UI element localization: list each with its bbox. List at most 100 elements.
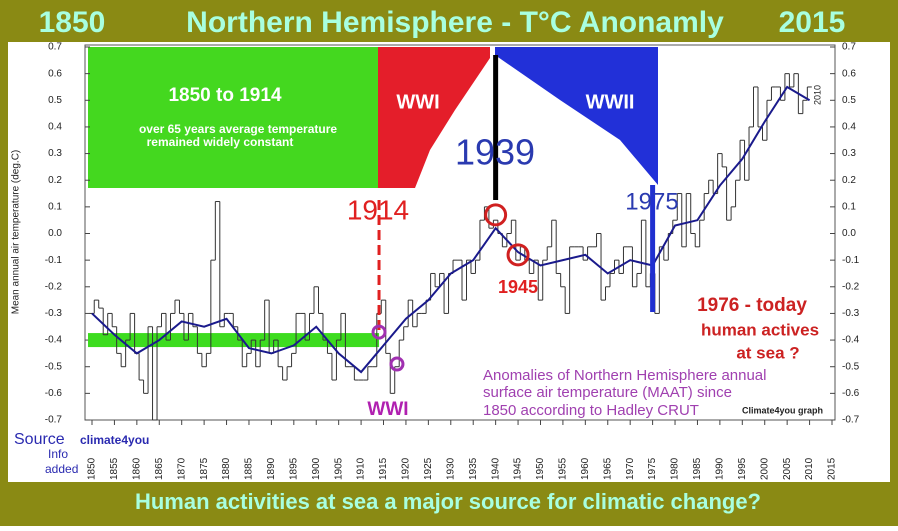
- x-tick-label: 1920: [401, 457, 412, 480]
- x-tick-label: 1975: [647, 457, 658, 480]
- annotation: 1975: [625, 188, 678, 215]
- y-tick-label: -0.4: [842, 335, 860, 346]
- smoothed-line: [91, 85, 811, 374]
- x-tick-label: 1850: [87, 457, 98, 480]
- source-name: climate4you: [80, 433, 149, 447]
- highlight-circle: [389, 356, 405, 372]
- x-tick-label: 1900: [311, 457, 322, 480]
- x-tick-label: 1950: [535, 457, 546, 480]
- wwi-block: [378, 47, 490, 188]
- x-tick-label: 1945: [513, 457, 524, 480]
- x-tick-label: 1995: [737, 457, 748, 480]
- x-tick-label: 1965: [602, 457, 613, 480]
- x-tick-label: 2000: [759, 457, 770, 480]
- x-tick-label: 1855: [109, 457, 120, 480]
- x-tick-label: 1960: [580, 457, 591, 480]
- annotation: 1850 according to Hadley CRUT: [483, 402, 699, 419]
- y-tick-label: 0.1: [842, 201, 856, 212]
- y-tick-label: -0.7: [45, 415, 63, 426]
- y-tick-label: -0.3: [45, 308, 63, 319]
- y-tick-label: -0.6: [842, 388, 860, 399]
- x-tick-label: 1955: [558, 457, 569, 480]
- y-tick-label: -0.5: [842, 361, 860, 372]
- wwii-block: [495, 47, 658, 185]
- y-tick-label: 0.1: [48, 201, 62, 212]
- title: Northern Hemisphere - T°C Anonamly: [186, 6, 724, 39]
- annotation: at sea ?: [736, 343, 799, 362]
- x-tick-label: 1940: [490, 457, 501, 480]
- x-tick-label: 1990: [715, 457, 726, 480]
- annotation: 1914: [347, 194, 409, 225]
- x-tick-label: 1915: [378, 457, 389, 480]
- y-tick-label: -0.6: [45, 388, 63, 399]
- x-tick-label: 2015: [827, 457, 838, 480]
- x-tick-label: 1890: [266, 457, 277, 480]
- y-tick-label: -0.2: [842, 281, 860, 292]
- annotation: Anomalies of Northern Hemisphere annual: [483, 367, 766, 384]
- y-tick-label: 0.4: [842, 122, 856, 133]
- annotation: 1939: [455, 132, 535, 173]
- annotation: human actives: [701, 320, 819, 339]
- y-tick-label: -0.5: [45, 361, 63, 372]
- annotation: 1850 to 1914: [168, 85, 281, 106]
- y-tick-label: 0.5: [842, 95, 856, 106]
- y-tick-label: -0.3: [842, 308, 860, 319]
- y-tick-label: 0.7: [48, 42, 62, 53]
- x-tick-label: 1910: [356, 457, 367, 480]
- average-band: [88, 333, 380, 348]
- annotation: WWI: [396, 91, 439, 113]
- annotation: remained widely constant: [147, 135, 294, 149]
- annotation: 1945: [498, 277, 538, 297]
- y-axis-label: Mean annual air temperature (deg.C): [11, 150, 22, 315]
- y-tick-label: 0.6: [48, 68, 62, 79]
- annotation: 1976 - today: [697, 295, 807, 316]
- y-tick-label: 0.4: [48, 122, 62, 133]
- y-tick-label: -0.7: [842, 415, 860, 426]
- y-tick-label: -0.4: [45, 335, 63, 346]
- annotation: surface air temperature (MAAT) since: [483, 384, 732, 401]
- y-tick-label: 0.2: [842, 175, 856, 186]
- y-tick-label: 0.7: [842, 42, 856, 53]
- info: added: [45, 462, 78, 476]
- x-tick-label: 1860: [131, 457, 142, 480]
- x-tick-label: 1895: [288, 457, 299, 480]
- highlight-circle: [506, 243, 530, 267]
- x-tick-label: 1870: [176, 457, 187, 480]
- x-tick-label: 2010: [804, 457, 815, 480]
- annotation: WWII: [586, 91, 635, 113]
- x-tick-label: 1865: [154, 457, 165, 480]
- y-tick-label: 0.3: [48, 148, 62, 159]
- annotation: over 65 years average temperature: [139, 122, 337, 136]
- annotation: Climate4you graph: [742, 405, 823, 415]
- highlight-circle: [371, 324, 387, 340]
- y-tick-label: -0.2: [45, 281, 63, 292]
- period-block: [88, 47, 378, 188]
- x-tick-label: 1985: [692, 457, 703, 480]
- x-tick-label: 1880: [221, 457, 232, 480]
- plot-border: [84, 44, 836, 421]
- x-tick-label: 1935: [468, 457, 479, 480]
- x-tick-label: 1905: [333, 457, 344, 480]
- source-label: Source: [14, 431, 65, 448]
- y-tick-label: -0.1: [842, 255, 860, 266]
- caption: Human activities at sea a major source f…: [135, 489, 761, 514]
- x-tick-label: 1930: [445, 457, 456, 480]
- y-tick-label: -0.1: [45, 255, 63, 266]
- info: Info: [48, 447, 68, 461]
- y-tick-label: 0.6: [842, 68, 856, 79]
- annotation: WWI: [367, 399, 408, 420]
- y-tick-label: 0.2: [48, 175, 62, 186]
- x-tick-label: 1925: [423, 457, 434, 480]
- y-tick-label: 0.5: [48, 95, 62, 106]
- annotation: 2010: [812, 85, 822, 105]
- title-start: 1850: [39, 6, 106, 39]
- y-tick-label: 0.0: [48, 228, 62, 239]
- x-tick-label: 1980: [670, 457, 681, 480]
- highlight-circle: [484, 203, 508, 227]
- y-tick-label: 0.3: [842, 148, 856, 159]
- x-tick-label: 1970: [625, 457, 636, 480]
- x-tick-label: 1885: [244, 457, 255, 480]
- y-tick-label: 0.0: [842, 228, 856, 239]
- x-tick-label: 1875: [199, 457, 210, 480]
